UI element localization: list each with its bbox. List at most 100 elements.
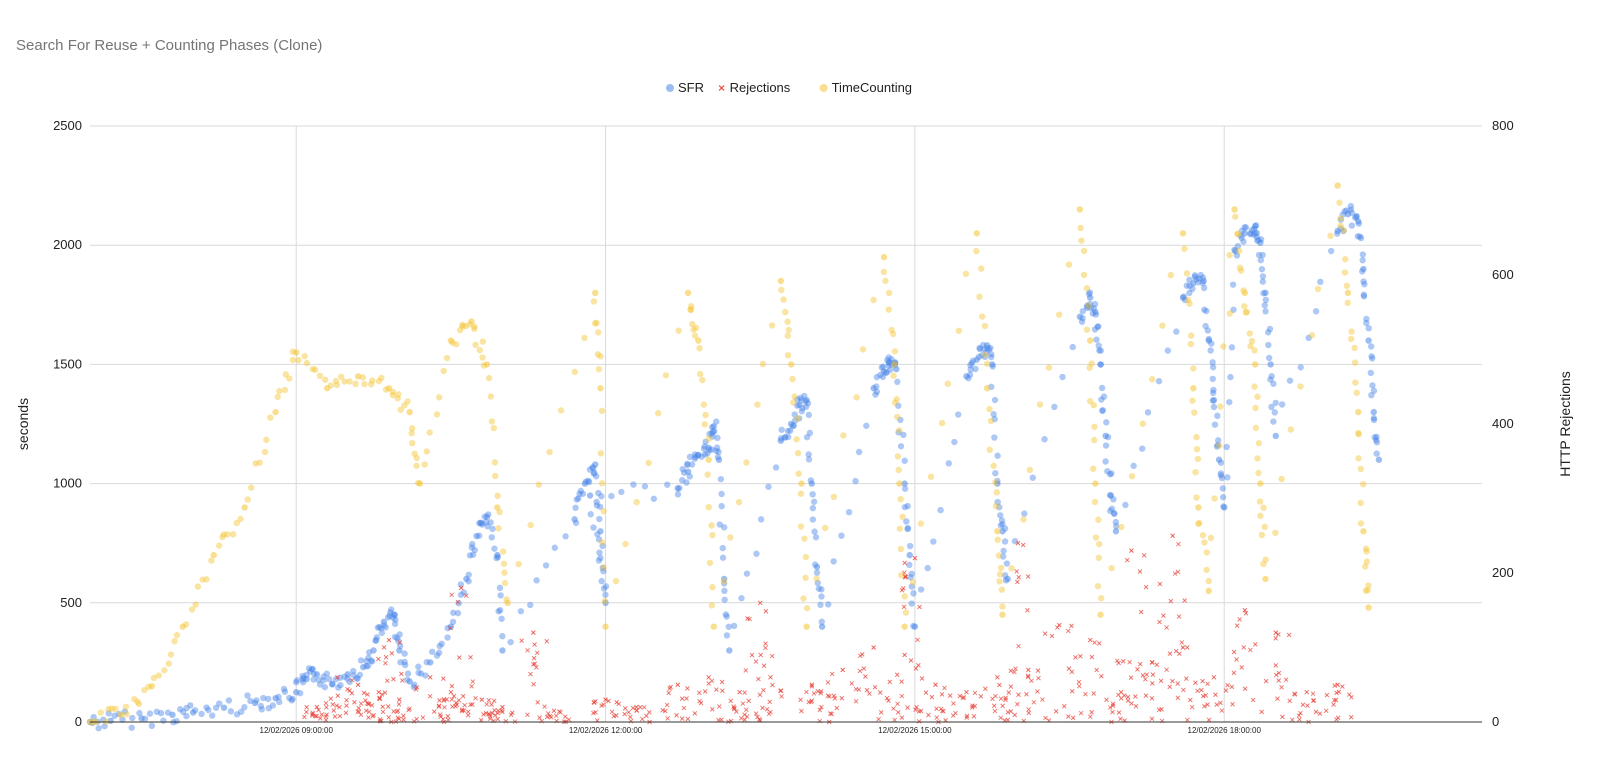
sfr-point <box>484 523 491 530</box>
sfr-point <box>1217 472 1225 479</box>
rejection-point <box>1121 693 1127 698</box>
timecounting-point <box>594 351 602 358</box>
rejection-mark <box>1296 713 1302 718</box>
rejection-mark <box>815 688 821 694</box>
rejection-mark <box>448 689 454 695</box>
rejection-point <box>1133 694 1138 699</box>
rejection-point <box>998 696 1004 702</box>
sfr-point <box>817 601 824 609</box>
rejection-point <box>902 652 907 658</box>
sfr-point <box>438 640 445 648</box>
sfr-point <box>499 633 506 640</box>
legend-label-timecounting: TimeCounting <box>832 80 912 95</box>
rejection-mark <box>753 711 759 716</box>
rejection-point <box>358 712 364 718</box>
sfr-point <box>353 675 360 682</box>
sfr-point <box>380 622 388 629</box>
rejection-point <box>831 693 837 699</box>
sfr-point <box>1086 294 1094 301</box>
rejection-mark <box>992 708 998 714</box>
timecounting-point <box>165 660 172 667</box>
timecounting-point <box>1272 529 1279 536</box>
rejection-point <box>1053 709 1059 714</box>
rejection-mark <box>876 716 881 722</box>
rejection-point <box>396 697 402 703</box>
timecounting-point <box>406 408 413 416</box>
rejection-point <box>828 711 833 716</box>
timecounting-point <box>1254 455 1261 462</box>
sfr-point <box>1240 238 1247 245</box>
sfr-point <box>572 504 579 511</box>
rejection-mark <box>1237 617 1242 622</box>
rejection-mark <box>760 705 765 711</box>
timecounting-point <box>859 346 867 353</box>
rejection-mark <box>804 689 809 695</box>
timecounting-point <box>359 374 367 381</box>
rejection-mark <box>310 710 316 716</box>
rejection-mark <box>733 709 739 714</box>
sfr-point <box>784 433 792 441</box>
rejection-mark <box>1137 661 1143 667</box>
rejection-mark <box>319 712 325 717</box>
rejection-point <box>468 654 473 660</box>
sfr-point <box>598 493 605 500</box>
sfr-point <box>1363 315 1370 323</box>
timecounting-point <box>1342 256 1349 263</box>
rejection-point <box>1279 684 1284 690</box>
rejection-point <box>1164 625 1169 630</box>
sfr-point <box>903 518 910 525</box>
rejection-mark <box>1234 623 1240 628</box>
rejection-mark <box>964 689 969 695</box>
rejection-point <box>310 710 316 716</box>
timecounting-point <box>801 535 808 542</box>
rejection-mark <box>1205 681 1210 687</box>
rejection-point <box>431 709 437 714</box>
rejection-mark <box>314 704 320 710</box>
timecounting-point <box>237 515 244 523</box>
timecounting-point <box>780 296 787 303</box>
rejection-point <box>641 704 647 710</box>
timecounting-point <box>1341 269 1349 276</box>
sfr-point <box>997 512 1004 519</box>
sfr-point <box>1191 272 1199 279</box>
rejection-point <box>371 712 376 718</box>
timecounting-point <box>1344 289 1352 297</box>
timecounting-point <box>333 381 341 389</box>
sfr-point <box>1267 376 1274 383</box>
rejection-mark <box>917 604 922 610</box>
rejection-point <box>720 688 725 694</box>
rejection-mark <box>901 604 907 610</box>
rejection-point <box>876 716 881 722</box>
timecounting-point <box>332 377 340 385</box>
sfr-point <box>1347 206 1355 213</box>
sfr-point <box>809 516 817 523</box>
timecounting-point <box>1181 245 1188 252</box>
rejection-mark <box>899 693 905 699</box>
rejection-mark <box>593 709 598 715</box>
sfr-point <box>937 506 944 514</box>
rejection-mark <box>503 718 509 724</box>
rejection-mark <box>1164 625 1169 630</box>
sfr-point <box>798 408 806 415</box>
timecounting-point <box>394 395 401 402</box>
sfr-point <box>292 679 300 686</box>
rejection-mark <box>401 717 406 722</box>
sfr-point <box>376 623 383 631</box>
rejection-mark <box>1110 709 1115 715</box>
rejection-point <box>829 671 835 677</box>
rejection-mark <box>479 697 485 703</box>
rejection-point <box>369 702 375 708</box>
timecounting-point <box>687 306 694 313</box>
rejection-point <box>1012 712 1018 718</box>
rejection-mark <box>1172 571 1178 576</box>
rejection-point <box>1116 692 1121 698</box>
rejection-mark <box>863 674 868 679</box>
rejection-mark <box>449 592 455 598</box>
sfr-point <box>695 451 702 459</box>
sfr-point <box>354 675 361 682</box>
timecounting-point <box>590 298 598 305</box>
rejection-mark <box>1142 676 1148 682</box>
timecounting-point <box>987 417 995 425</box>
rejection-mark <box>1069 623 1074 629</box>
rejection-mark <box>778 688 784 694</box>
